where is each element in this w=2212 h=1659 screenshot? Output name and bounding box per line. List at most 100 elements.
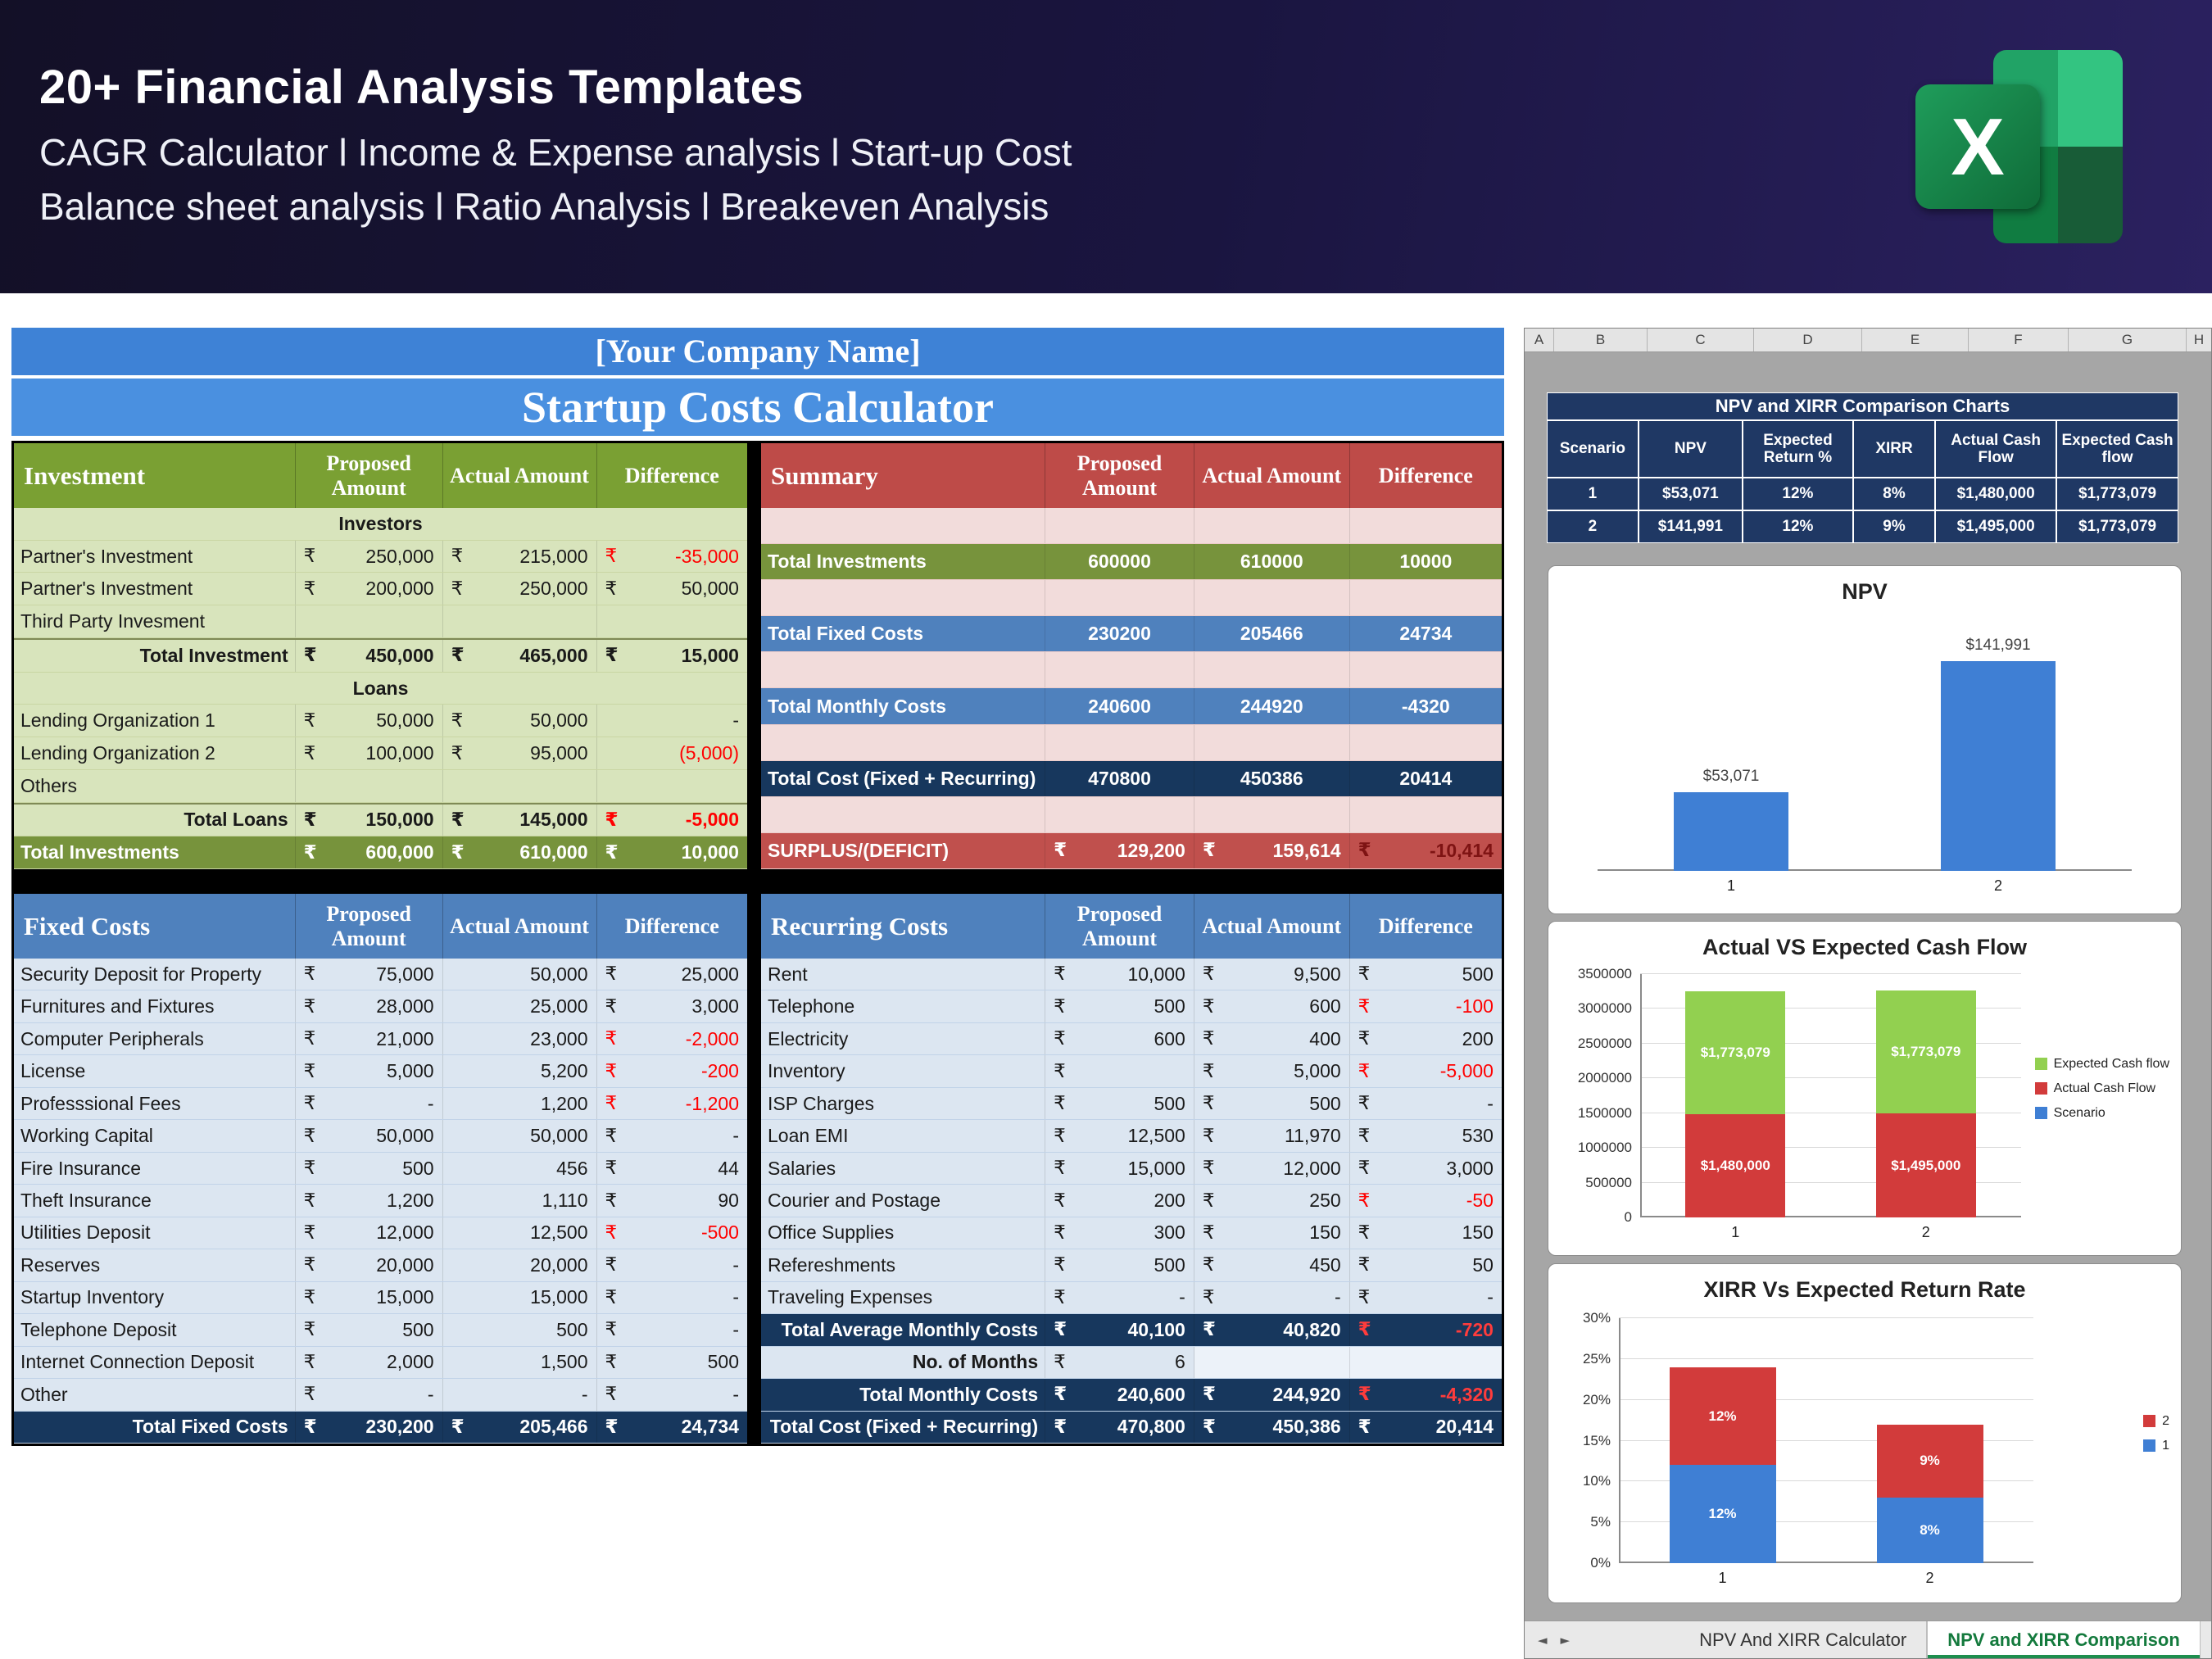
table-row[interactable]: Other ₹ - - ₹ - (14, 1379, 748, 1412)
cell[interactable] (1350, 652, 1502, 687)
cell[interactable]: ₹ -35,000 (597, 541, 747, 573)
cell[interactable]: 15,000 (443, 1281, 597, 1314)
cell[interactable]: ₹50,000 (296, 1120, 443, 1152)
cell[interactable] (1350, 725, 1502, 760)
cell[interactable]: 450386 (1194, 760, 1350, 796)
cell[interactable]: ₹3,000 (597, 990, 747, 1022)
table-row[interactable]: SURPLUS/(DEFICIT) ₹129,200 ₹159,614 ₹ -10,41… (761, 832, 1502, 869)
cell[interactable]: ₹500 (296, 1314, 443, 1346)
cell[interactable]: ₹500 (296, 1152, 443, 1185)
table-row[interactable] (761, 724, 1502, 761)
cell[interactable] (1045, 796, 1194, 832)
table-row[interactable]: Total Fixed Costs 230200 205466 24734 (761, 616, 1502, 653)
cell[interactable]: ₹15,000 (597, 640, 747, 672)
cell[interactable]: 240600 (1045, 688, 1194, 724)
cell[interactable]: ₹250,000 (443, 573, 597, 605)
cell[interactable]: ₹600,000 (296, 836, 443, 869)
cell[interactable] (1194, 724, 1350, 760)
cell[interactable]: ₹215,000 (443, 540, 597, 573)
table-row[interactable]: Investors (14, 508, 748, 541)
table-row[interactable]: Furnitures and Fixtures ₹28,000 25,000 ₹3,0… (14, 990, 748, 1023)
cell[interactable]: 244920 (1194, 688, 1350, 724)
cell[interactable]: 2 (1547, 510, 1639, 543)
cell[interactable]: ₹ - (597, 1120, 747, 1151)
cell[interactable]: ₹ - (1350, 1282, 1502, 1313)
table-row[interactable]: Total Investments ₹600,000 ₹610,000 ₹10,000 (14, 836, 748, 869)
table-row[interactable]: 2 $141,991 12% 9% $1,495,000 $1,773,079 (1547, 510, 2178, 543)
cell[interactable]: ₹ - (597, 1314, 747, 1345)
cell[interactable]: 20,000 (443, 1249, 597, 1281)
cell[interactable]: ₹450 (1194, 1249, 1350, 1281)
table-row[interactable]: Traveling Expenses ₹ - ₹ - ₹ - (761, 1281, 1502, 1315)
column-letter[interactable]: E (1862, 329, 1969, 351)
cell[interactable]: ₹500 (597, 1347, 747, 1378)
cell[interactable]: $1,773,079 (2056, 478, 2178, 510)
cell[interactable]: $1,480,000 (1935, 478, 2057, 510)
cell[interactable]: ₹40,820 (1194, 1314, 1350, 1346)
cell[interactable]: ₹ - (1350, 1088, 1502, 1119)
cell[interactable]: ₹50 (1350, 1249, 1502, 1281)
table-row[interactable]: Lending Organization 1 ₹50,000 ₹50,000- (14, 705, 748, 738)
table-row[interactable]: Refereshments ₹500 ₹450 ₹50 (761, 1249, 1502, 1282)
cell[interactable]: $1,495,000 (1935, 510, 2057, 543)
cell[interactable]: ₹100,000 (296, 737, 443, 769)
cell[interactable]: 230200 (1045, 616, 1194, 652)
table-row[interactable]: Others (14, 769, 748, 803)
xirr-chart[interactable]: XIRR Vs Expected Return Rate 0% 5% 10% 15% 20… (1548, 1263, 2182, 1603)
cell[interactable]: ₹28,000 (296, 990, 443, 1022)
table-row[interactable]: Reserves ₹20,000 20,000 ₹ - (14, 1249, 748, 1282)
cell[interactable]: ₹12,500 (1045, 1120, 1194, 1152)
cell[interactable]: 9% (1852, 510, 1936, 543)
table-row[interactable]: Total Loans ₹150,000 ₹145,000 ₹ -5,000 (14, 802, 748, 837)
cell[interactable]: 25,000 (443, 990, 597, 1022)
cell[interactable]: ₹150 (1350, 1217, 1502, 1249)
cell[interactable] (1194, 580, 1350, 616)
table-row[interactable]: Utilities Deposit ₹12,000 12,500 ₹ -500 (14, 1217, 748, 1250)
table-row[interactable]: Theft Insurance ₹1,200 1,110 ₹90 (14, 1185, 748, 1217)
table-row[interactable]: Working Capital ₹50,000 50,000 ₹ - (14, 1120, 748, 1153)
cell[interactable]: ₹3,000 (1350, 1153, 1502, 1184)
cell[interactable]: ₹500 (1194, 1087, 1350, 1120)
cell[interactable]: ₹25,000 (597, 959, 747, 990)
cell[interactable]: 470800 (1045, 760, 1194, 796)
table-row[interactable]: License ₹5,000 5,200 ₹ -200 (14, 1055, 748, 1088)
cell[interactable]: ₹9,500 (1194, 959, 1350, 990)
cell[interactable]: ₹75,000 (296, 959, 443, 990)
table-row[interactable]: Salaries ₹15,000 ₹12,000 ₹3,000 (761, 1152, 1502, 1185)
cell[interactable]: $141,991 (1638, 510, 1743, 543)
cell[interactable]: ₹250 (1194, 1185, 1350, 1217)
table-row[interactable]: Loans (14, 673, 748, 705)
cell[interactable]: ₹ - (296, 1087, 443, 1120)
cell[interactable]: ₹ -1,200 (597, 1088, 747, 1119)
cell[interactable]: - (443, 1379, 597, 1411)
cell[interactable]: 205466 (1194, 616, 1350, 652)
table-row[interactable]: Telephone ₹500 ₹600 ₹ -100 (761, 990, 1502, 1023)
table-row[interactable] (761, 580, 1502, 617)
cell[interactable]: ₹40,100 (1045, 1314, 1194, 1346)
column-header[interactable]: XIRR (1852, 420, 1936, 478)
cell[interactable]: ₹12,000 (1194, 1152, 1350, 1185)
cell[interactable]: 20414 (1350, 761, 1502, 796)
cell[interactable]: ₹ - (597, 1249, 747, 1281)
cell[interactable]: ₹ - (296, 1379, 443, 1411)
cell[interactable]: ₹ - (1045, 1281, 1194, 1314)
sheet-tab[interactable]: NPV and XIRR Comparison (1927, 1621, 2201, 1658)
cell[interactable]: ₹150 (1194, 1217, 1350, 1249)
table-row[interactable]: Security Deposit for Property ₹75,000 50,0… (14, 959, 748, 991)
cell[interactable] (1045, 508, 1194, 544)
cell[interactable]: ₹6 (1045, 1346, 1194, 1379)
cell[interactable]: ₹ -720 (1350, 1314, 1502, 1345)
cell[interactable]: 23,000 (443, 1022, 597, 1055)
cell[interactable]: 1,500 (443, 1346, 597, 1379)
cell[interactable]: ₹5,000 (296, 1055, 443, 1087)
cell[interactable]: ₹21,000 (296, 1022, 443, 1055)
cell[interactable] (443, 605, 597, 637)
column-letter[interactable]: C (1648, 329, 1754, 351)
cell[interactable]: ₹90 (597, 1185, 747, 1216)
cell[interactable] (597, 770, 747, 802)
cell[interactable]: (5,000) (597, 737, 747, 769)
table-row[interactable] (761, 508, 1502, 545)
cell[interactable] (1194, 796, 1350, 832)
cell[interactable]: 50,000 (443, 959, 597, 990)
cell[interactable]: ₹240,600 (1045, 1379, 1194, 1411)
